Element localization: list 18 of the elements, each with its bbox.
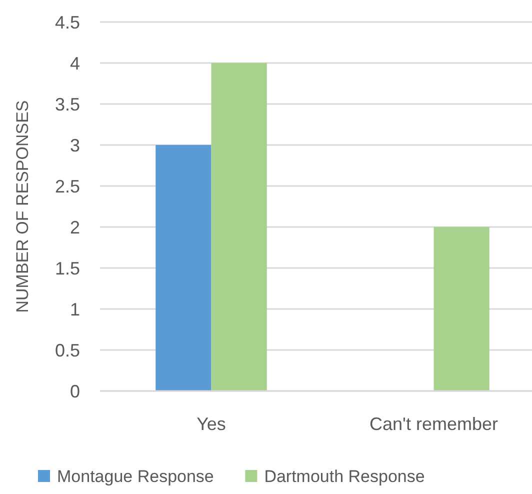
x-tick-label: Can't remember	[370, 414, 498, 434]
y-tick-label: 0	[70, 381, 80, 402]
bar	[211, 63, 267, 391]
y-tick-label: 2.5	[54, 176, 80, 196]
legend-label: Dartmouth Response	[264, 466, 425, 486]
y-tick-label: 2	[70, 217, 80, 238]
y-tick-label: 4.5	[54, 12, 80, 32]
y-tick-label: 3	[70, 135, 80, 156]
y-axis-title: NUMBER OF RESPONSES	[13, 100, 32, 313]
x-tick-label: Yes	[196, 414, 226, 434]
y-tick-label: 1.5	[54, 258, 80, 278]
legend-label: Montague Response	[57, 466, 214, 486]
y-tick-label: 4	[70, 53, 80, 74]
y-tick-label: 1	[70, 299, 80, 320]
y-tick-label: 3.5	[54, 94, 80, 114]
y-tick-label: 0.5	[54, 340, 80, 360]
bar	[156, 145, 212, 391]
bar	[434, 227, 490, 391]
